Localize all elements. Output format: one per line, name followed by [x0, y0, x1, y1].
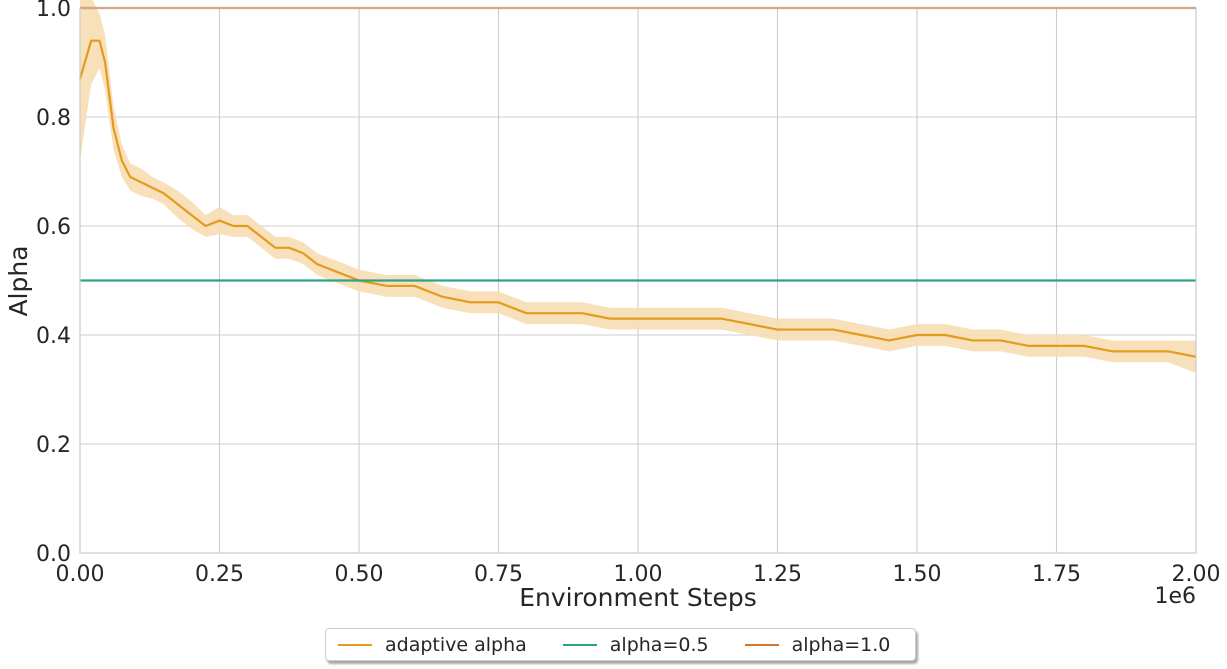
legend: adaptive alpha alpha=0.5 alpha=1.0 — [325, 628, 916, 661]
legend-item-adaptive-alpha: adaptive alpha — [338, 634, 527, 656]
y-tick-label: 0.8 — [36, 106, 71, 131]
legend-item-alpha-0-5: alpha=0.5 — [562, 633, 709, 656]
x-tick-label: 0.25 — [195, 562, 244, 587]
plot-frame — [79, 7, 1197, 554]
x-tick-label: 2.00 — [1172, 562, 1221, 587]
x-tick-label: 1.50 — [893, 562, 942, 587]
x-tick-label: 0.50 — [335, 562, 384, 587]
legend-item-alpha-1-0: alpha=1.0 — [744, 633, 891, 656]
x-tick-label: 1.75 — [1032, 562, 1081, 587]
x-tick-labels: 0.00 0.25 0.50 0.75 1.00 1.25 1.50 1.75 2.00 — [56, 562, 1221, 587]
legend-label-alpha-1-0: alpha=1.0 — [791, 633, 891, 656]
x-axis-label: Environment Steps — [519, 583, 757, 612]
y-axis-label: Alpha — [4, 245, 33, 316]
x-offset-text: 1e6 — [1154, 584, 1196, 609]
legend-label-alpha-0-5: alpha=0.5 — [609, 633, 709, 656]
y-tick-label: 0.6 — [36, 215, 71, 240]
x-tick-label: 0.75 — [474, 562, 523, 587]
legend-swatch-adaptive-alpha — [338, 643, 372, 646]
legend-label-adaptive-alpha: adaptive alpha — [385, 633, 527, 656]
legend-swatch-alpha-1-0 — [744, 643, 779, 646]
y-tick-labels: 0.0 0.2 0.4 0.6 0.8 1.0 — [36, 0, 71, 567]
x-tick-label: 1.00 — [614, 562, 663, 587]
y-tick-label: 0.0 — [36, 542, 71, 567]
legend-swatch-alpha-0-5 — [562, 643, 597, 646]
y-tick-label: 0.4 — [36, 324, 71, 349]
series-line-adaptive-alpha — [78, 39, 1197, 358]
y-tick-label: 1.0 — [36, 0, 71, 22]
y-tick-label: 0.2 — [36, 433, 71, 458]
x-tick-label: 0.00 — [56, 562, 105, 587]
x-tick-label: 1.25 — [753, 562, 802, 587]
